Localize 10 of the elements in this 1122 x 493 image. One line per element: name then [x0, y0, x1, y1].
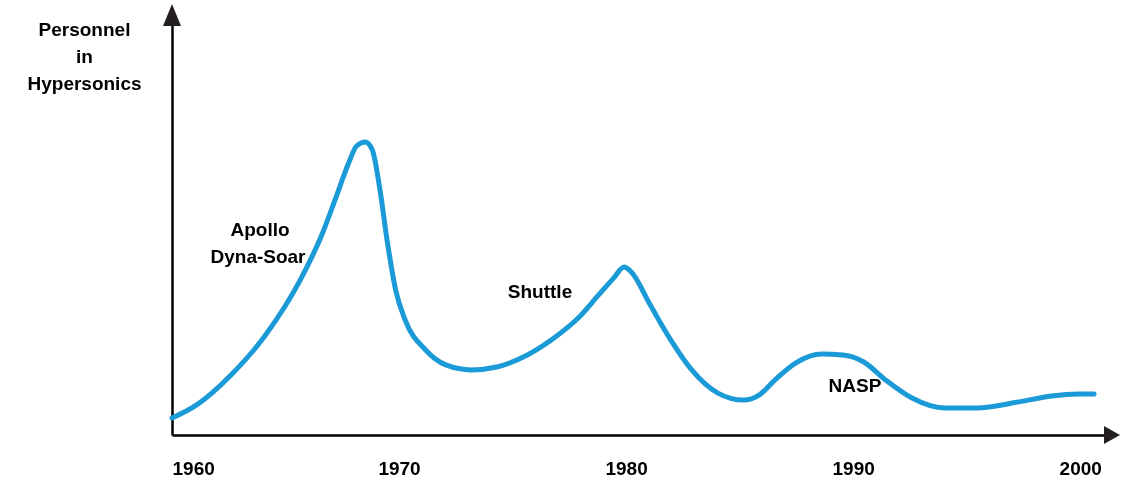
x-tick-label: 1960 [172, 457, 215, 479]
x-tick-label: 1980 [605, 457, 648, 479]
x-tick-label: 1970 [378, 457, 421, 479]
annotation: Shuttle [507, 281, 573, 302]
y-axis-title: Personnel in Hypersonics [27, 18, 142, 94]
annotation: Apollo [230, 219, 290, 240]
annotation: Dyna-Soar [210, 246, 307, 267]
annotation: NASP [828, 375, 882, 396]
x-tick-label: 1990 [832, 457, 875, 479]
x-tick-label: 2000 [1059, 457, 1102, 479]
